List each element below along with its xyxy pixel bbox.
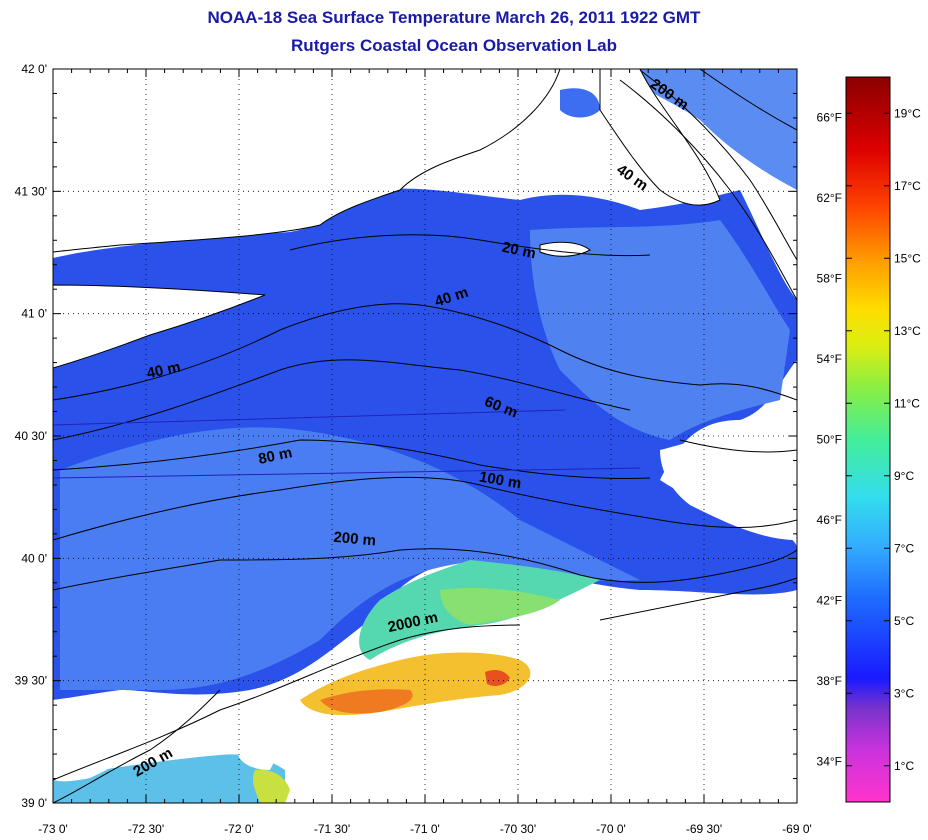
contour-label: 40 m [145,359,182,383]
x-tick-label: -72 0' [224,822,254,836]
contour-label: 20 m [500,239,537,263]
contour-ne-1 [619,79,797,301]
colorbar-labels: 19°C 17°C 15°C 13°C 11°C 9°C 7°C 5°C 3°C 1°C 66°F 6… [817,106,922,773]
sst-warm-patch-a [440,588,560,625]
y-tick-label: 41 0' [21,307,47,321]
south-clear [300,620,797,803]
contour-label: 80 m [257,444,294,468]
colorbar-fahrenheit-label: 42°F [817,594,842,608]
colorbar-celsius-label: 19°C [894,106,921,120]
colorbar-celsius-label: 9°C [894,469,914,483]
colorbar-fahrenheit-label: 38°F [817,674,842,688]
axis-ticks: -73 0' -72 30' -72 0' -71 30' -71 0' -70 30' -… [15,62,812,836]
track-line-2 [53,467,641,479]
colorbar-fahrenheit-label: 46°F [817,513,842,527]
contour-200m [53,548,797,591]
contour-ne-3 [699,69,797,131]
contour-200m-sw [53,689,221,803]
colorbar-celsius-label: 7°C [894,541,914,555]
contour-60m [53,359,631,441]
land [53,69,797,803]
southeast-clear [660,410,797,540]
colorbar-celsius-label: 3°C [894,686,914,700]
contour-2000m [53,624,521,781]
sst-north-patch [560,88,600,118]
contour-80m [53,439,651,479]
cape-cod [599,69,721,206]
sst-mid-region-2 [530,220,790,440]
southwest-clear [53,693,190,782]
colorbar-celsius-label: 5°C [894,614,914,628]
sst-south-strip-warm [252,769,290,803]
contour-ne-2 [639,69,797,261]
y-tick-label: 40 0' [21,551,47,565]
x-tick-label: -70 0' [596,822,626,836]
y-tick-label: 39 30' [15,674,47,688]
x-tick-label: -71 30' [314,822,350,836]
contour-label: 200 m [333,529,377,550]
contour-100m [53,476,797,541]
colorbar-fahrenheit-label: 54°F [817,352,842,366]
x-tick-label: -72 30' [128,822,164,836]
colorbar-fahrenheit-label: 50°F [817,433,842,447]
y-tick-label: 39 0' [21,796,47,810]
colorbar-celsius-label: 15°C [894,251,921,265]
contour-40m [53,303,797,401]
contour-20m [289,234,651,257]
grid [53,69,797,803]
colorbar-celsius-label: 13°C [894,324,921,338]
x-tick-label: -73 0' [38,822,68,836]
x-tick-label: -69 0' [782,822,812,836]
chart-subtitle: Rutgers Coastal Ocean Observation Lab [291,36,617,55]
y-tick-label: 40 30' [15,429,47,443]
long-island [53,284,266,369]
y-tick-label: 42 0' [21,62,47,76]
colorbar [845,76,891,803]
colorbar-celsius-label: 17°C [894,179,921,193]
sst-hot-core [320,689,413,714]
x-tick-label: -69 30' [686,822,722,836]
colorbar-fahrenheit-label: 34°F [817,755,842,769]
colorbar-celsius-label: 11°C [894,396,920,410]
x-tick-label: -71 0' [410,822,440,836]
contour-s-1 [599,577,797,621]
south-central-clear [237,697,300,770]
sst-south-strip [53,754,285,803]
colorbar-fahrenheit-label: 58°F [817,271,842,285]
sst-hot-core-2 [485,670,510,686]
colorbar-celsius-label: 1°C [894,759,914,773]
colorbar-fahrenheit-label: 66°F [817,110,842,124]
chart-title: NOAA-18 Sea Surface Temperature March 26… [207,8,701,27]
mainland [53,69,561,253]
sst-northeast-patch [620,69,797,190]
x-tick-label: -70 30' [500,822,536,836]
depth-contours [53,69,797,803]
y-tick-label: 41 30' [15,184,47,198]
contour-e-1 [679,439,797,453]
track-lines [53,409,641,479]
sst-mid-region [60,427,640,690]
track-line-1 [53,409,566,426]
colorbar-fahrenheit-label: 62°F [817,191,842,205]
